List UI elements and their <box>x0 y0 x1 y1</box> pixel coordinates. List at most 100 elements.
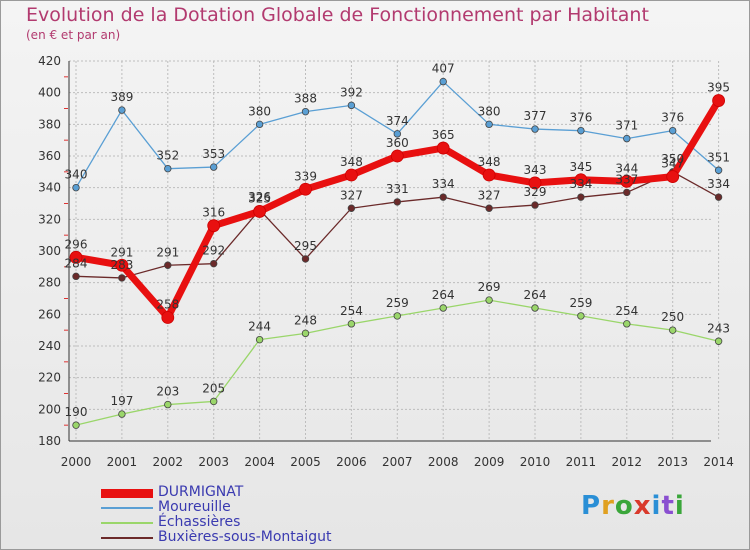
x-tick-label: 2003 <box>198 455 229 469</box>
x-tick-label: 2009 <box>474 455 505 469</box>
data-point <box>393 312 401 320</box>
data-point <box>439 193 447 201</box>
chart-legend: DURMIGNAT Moureuille Échassières Buxières-s… <box>101 484 401 545</box>
data-label: 360 <box>386 136 409 150</box>
y-tick-label: 400 <box>38 86 61 100</box>
data-point <box>531 201 539 209</box>
data-label: 259 <box>386 296 409 310</box>
data-point <box>669 126 677 135</box>
data-point <box>209 397 218 406</box>
data-point <box>393 198 401 206</box>
data-point <box>669 326 677 334</box>
data-label: 377 <box>524 109 547 123</box>
data-point <box>485 120 493 129</box>
data-label: 197 <box>110 394 133 408</box>
legend-swatch <box>101 488 153 498</box>
data-point <box>393 130 401 138</box>
data-label: 259 <box>569 296 592 310</box>
data-point <box>207 219 221 233</box>
data-label: 258 <box>156 298 179 312</box>
data-label: 380 <box>248 104 271 118</box>
data-label: 283 <box>110 258 133 272</box>
data-point <box>209 259 218 268</box>
data-point <box>714 166 723 174</box>
y-tick-label: 320 <box>38 212 61 226</box>
data-point <box>439 77 447 86</box>
data-label: 331 <box>386 182 409 196</box>
data-point <box>528 176 542 190</box>
x-tick-label: 2007 <box>382 455 413 469</box>
x-tick-label: 2004 <box>244 455 275 469</box>
data-label: 243 <box>707 321 730 335</box>
x-tick-label: 2014 <box>703 455 734 469</box>
data-point <box>161 311 175 324</box>
data-point <box>301 329 310 338</box>
data-point <box>390 149 404 163</box>
data-label: 254 <box>340 304 363 318</box>
data-label: 329 <box>524 185 547 199</box>
data-label: 388 <box>294 92 317 106</box>
x-tick-label: 2012 <box>612 455 643 469</box>
data-label: 327 <box>478 188 501 202</box>
x-tick-label: 2013 <box>657 455 688 469</box>
y-tick-label: 300 <box>38 244 61 258</box>
data-point <box>72 421 80 429</box>
y-tick-label: 200 <box>38 402 61 416</box>
chart-subtitle: (en € et par an) <box>26 28 121 42</box>
data-label: 254 <box>615 304 638 318</box>
data-point <box>620 174 634 188</box>
chart-title: Evolution de la Dotation Globale de Fonc… <box>26 4 649 26</box>
data-label: 326 <box>248 190 271 204</box>
data-point <box>347 320 356 328</box>
data-label: 203 <box>156 385 179 399</box>
data-point <box>623 134 631 143</box>
data-point <box>531 304 539 312</box>
data-point <box>164 164 172 173</box>
data-label: 350 <box>661 152 684 166</box>
data-label: 380 <box>478 104 501 118</box>
data-label: 371 <box>615 119 638 133</box>
data-label: 339 <box>294 169 317 183</box>
data-point <box>574 173 588 187</box>
data-label: 376 <box>661 111 684 125</box>
data-label: 250 <box>661 310 684 324</box>
y-tick-label: 360 <box>38 149 61 163</box>
data-label: 205 <box>202 381 225 395</box>
legend-swatch <box>101 507 153 509</box>
data-label: 292 <box>202 244 225 258</box>
x-tick-label: 2006 <box>336 455 367 469</box>
legend-label: DURMIGNAT <box>158 484 244 500</box>
data-label: 407 <box>432 62 455 76</box>
data-label: 325 <box>248 191 271 205</box>
x-tick-label: 2001 <box>107 455 138 469</box>
data-point <box>72 272 80 281</box>
data-point <box>72 183 80 192</box>
y-tick-label: 420 <box>38 54 61 68</box>
data-label: 296 <box>65 237 88 251</box>
data-label: 348 <box>340 155 363 169</box>
data-point <box>118 274 126 282</box>
data-point <box>531 125 539 133</box>
data-point <box>577 312 585 320</box>
data-point <box>255 120 264 129</box>
y-tick-label: 380 <box>38 117 61 131</box>
x-tick-label: 2010 <box>520 455 551 469</box>
data-label: 389 <box>110 90 133 104</box>
y-tick-label: 220 <box>38 371 61 385</box>
data-point <box>209 163 218 171</box>
x-tick-label: 2005 <box>290 455 321 469</box>
data-label: 337 <box>615 172 638 186</box>
data-label: 352 <box>156 149 179 163</box>
data-label: 334 <box>432 177 455 191</box>
data-point <box>666 170 680 183</box>
x-tick-label: 2008 <box>428 455 459 469</box>
data-label: 316 <box>202 206 225 220</box>
data-point <box>485 296 493 304</box>
data-label: 264 <box>432 288 455 302</box>
data-point <box>344 168 358 182</box>
data-label: 365 <box>432 128 455 142</box>
legend-item: Moureuille <box>101 499 401 515</box>
data-label: 334 <box>707 177 730 191</box>
data-point <box>301 107 310 116</box>
data-label: 334 <box>569 177 592 191</box>
